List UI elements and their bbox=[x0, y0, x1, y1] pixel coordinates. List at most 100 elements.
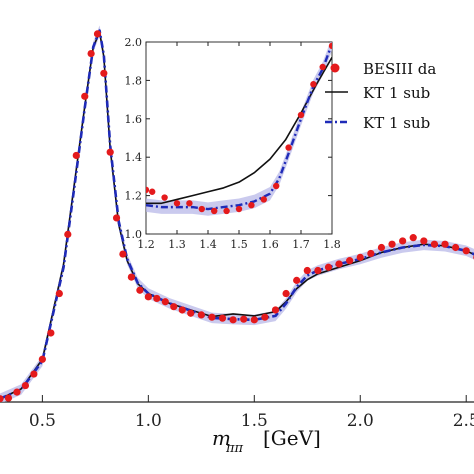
data-point-besiii bbox=[112, 214, 121, 222]
data-point-besiii bbox=[399, 237, 407, 245]
data-point-besiii bbox=[127, 273, 135, 281]
series-kt-dashdot-line bbox=[0, 29, 474, 400]
data-point-besiii bbox=[223, 207, 230, 215]
data-point-besiii bbox=[282, 289, 290, 298]
data-point-besiii bbox=[388, 240, 396, 248]
data-point-besiii bbox=[161, 194, 168, 201]
data-point-besiii bbox=[218, 314, 227, 322]
data-point-besiii bbox=[377, 243, 386, 252]
y-tick-label: 1.2 bbox=[125, 190, 143, 203]
data-point-besiii bbox=[261, 313, 269, 321]
data-point-besiii bbox=[260, 196, 267, 203]
x-tick-label: 2.5 bbox=[453, 411, 474, 431]
x-tick-label: 1.8 bbox=[323, 238, 341, 251]
data-point-besiii bbox=[328, 42, 332, 50]
data-point-besiii bbox=[146, 186, 150, 194]
data-point-besiii bbox=[273, 182, 280, 190]
data-point-besiii bbox=[250, 316, 258, 324]
y-tick-label: 1.0 bbox=[125, 228, 143, 241]
data-point-besiii bbox=[297, 111, 305, 119]
legend: BESIII da KT 1 sub KT 1 sub bbox=[325, 60, 436, 132]
data-point-besiii bbox=[367, 249, 375, 258]
data-point-besiii bbox=[310, 81, 317, 88]
x-tick-label: 1.7 bbox=[292, 238, 310, 251]
data-point-besiii bbox=[81, 92, 89, 100]
data-point-besiii bbox=[441, 240, 449, 248]
data-point-besiii bbox=[293, 276, 301, 284]
data-point-besiii bbox=[153, 294, 161, 303]
data-point-besiii bbox=[106, 148, 114, 156]
x-tick-label: 1.5 bbox=[230, 238, 248, 251]
data-point-besiii bbox=[235, 205, 243, 213]
data-point-besiii bbox=[38, 355, 46, 363]
data-point-besiii bbox=[119, 250, 127, 258]
data-point-besiii bbox=[324, 263, 333, 271]
data-point-besiii bbox=[4, 394, 13, 402]
data-point-besiii bbox=[462, 247, 470, 255]
data-point-besiii bbox=[13, 388, 21, 396]
data-point-besiii bbox=[248, 202, 255, 209]
data-point-besiii bbox=[170, 303, 178, 311]
data-point-besiii bbox=[335, 260, 343, 268]
data-point-besiii bbox=[161, 298, 169, 306]
x-tick-label: 1.4 bbox=[199, 238, 217, 251]
data-point-besiii bbox=[30, 370, 38, 378]
data-point-besiii bbox=[452, 243, 460, 252]
data-point-besiii bbox=[47, 329, 55, 337]
data-point-besiii bbox=[87, 49, 95, 58]
data-point-besiii bbox=[271, 306, 280, 314]
legend-label-kt-solid: KT 1 sub bbox=[363, 84, 430, 102]
data-point-besiii bbox=[346, 257, 354, 265]
data-point-besiii bbox=[187, 309, 195, 317]
data-point-besiii bbox=[430, 240, 439, 248]
data-point-besiii bbox=[72, 151, 80, 160]
data-point-besiii bbox=[211, 207, 218, 215]
data-point-besiii bbox=[93, 30, 102, 38]
legend-item-kt-dashdot: KT 1 sub bbox=[325, 114, 430, 132]
x-axis-label-unit: [GeV] bbox=[263, 426, 321, 450]
data-point-besiii bbox=[303, 266, 311, 275]
data-point-besiii bbox=[420, 237, 428, 245]
data-point-besiii bbox=[229, 316, 237, 324]
x-axis-label-subscript: ππ bbox=[225, 441, 244, 456]
legend-label-besiii: BESIII da bbox=[363, 60, 436, 78]
data-point-besiii bbox=[285, 144, 292, 151]
x-axis-label: m ππ [GeV] bbox=[212, 426, 321, 456]
x-tick-label: 2.0 bbox=[347, 411, 374, 431]
x-tick-label: 1.0 bbox=[135, 411, 162, 431]
legend-marker-dot bbox=[330, 63, 340, 73]
data-point-besiii bbox=[186, 200, 193, 207]
series-kt-dashdot-line bbox=[146, 43, 332, 211]
data-point-besiii bbox=[100, 69, 108, 77]
x-tick-label: 1.3 bbox=[168, 238, 186, 251]
data-point-besiii bbox=[314, 266, 322, 275]
y-tick-label: 1.4 bbox=[125, 151, 143, 164]
y-tick-label: 2.0 bbox=[125, 36, 143, 49]
y-tick-label: 1.8 bbox=[125, 74, 143, 87]
data-point-besiii bbox=[149, 188, 156, 195]
data-point-besiii bbox=[0, 395, 4, 402]
data-point-besiii bbox=[197, 311, 205, 319]
x-tick-label: 1.5 bbox=[241, 411, 268, 431]
data-point-besiii bbox=[55, 289, 63, 298]
legend-item-kt-solid: KT 1 sub bbox=[325, 84, 430, 102]
x-axis-label-symbol: m bbox=[212, 426, 231, 450]
data-point-besiii bbox=[240, 315, 248, 323]
x-tick-label: 0.5 bbox=[29, 411, 56, 431]
data-point-besiii bbox=[173, 200, 181, 207]
data-point-besiii bbox=[356, 253, 364, 261]
x-tick-label: 1.6 bbox=[261, 238, 279, 251]
data-point-besiii bbox=[21, 381, 30, 390]
inset-plot: 1.2 1.3 1.4 1.5 1.6 1.7 1.81.01.21.41.61.82.0 bbox=[125, 36, 341, 251]
legend-label-kt-dashdot: KT 1 sub bbox=[363, 114, 430, 132]
main-plot: 0.5 1.0 1.5 2.0 2.5 bbox=[0, 25, 474, 431]
data-point-besiii bbox=[144, 293, 152, 301]
data-point-besiii bbox=[64, 230, 72, 238]
data-point-besiii bbox=[178, 306, 186, 314]
data-point-besiii bbox=[319, 63, 326, 71]
x-tick-label: 1.2 bbox=[137, 238, 155, 251]
data-point-besiii bbox=[409, 234, 417, 242]
legend-item-besiii: BESIII da bbox=[330, 60, 436, 78]
data-point-besiii bbox=[208, 313, 216, 321]
